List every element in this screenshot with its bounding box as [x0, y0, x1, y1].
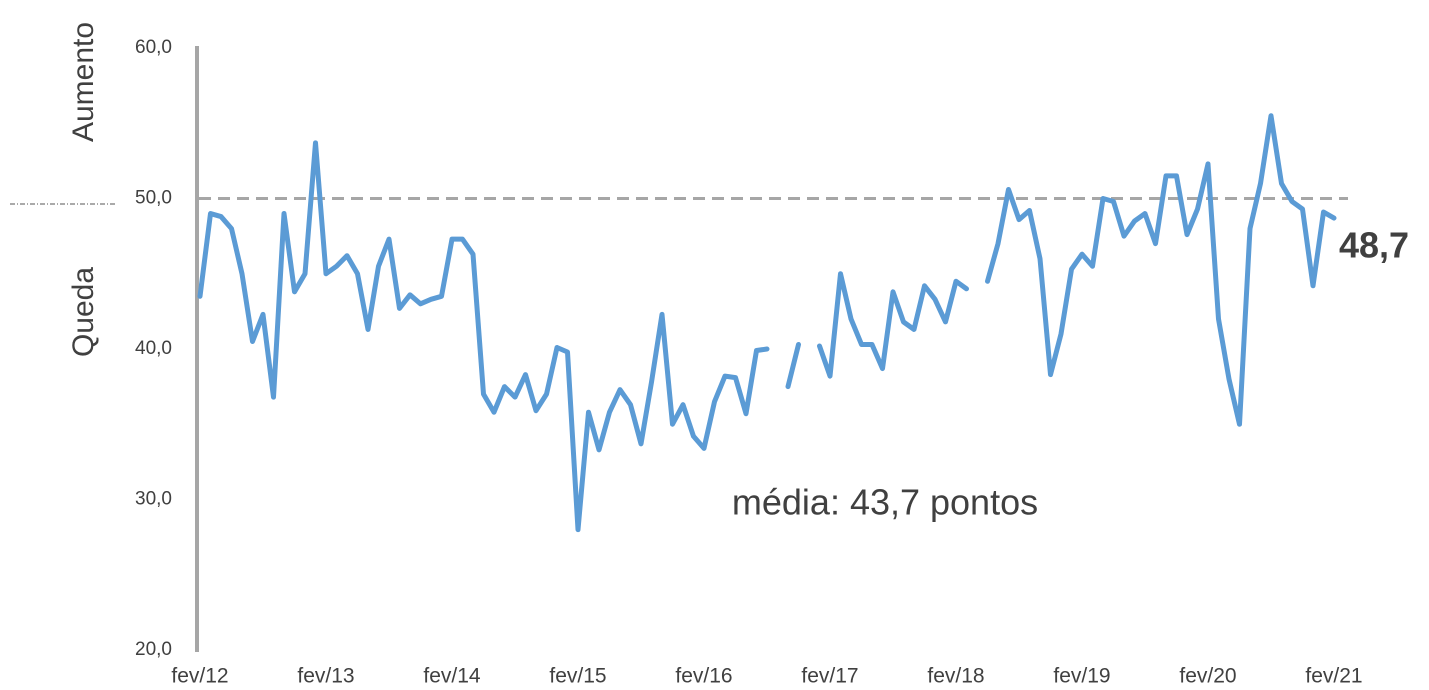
line-series — [985, 113, 1337, 427]
y-tick-label: 50,0 — [135, 188, 172, 209]
y-tick-label: 30,0 — [135, 489, 172, 510]
x-tick-label: fev/19 — [1053, 665, 1110, 688]
x-tick-label: fev/14 — [423, 665, 481, 688]
x-tick-label: fev/20 — [1179, 665, 1236, 688]
x-tick-label: fev/18 — [927, 665, 984, 688]
lower-label: Queda — [67, 267, 100, 357]
line-series — [817, 271, 969, 379]
x-tick-label: fev/21 — [1305, 665, 1362, 688]
x-tick-label: fev/17 — [801, 665, 858, 688]
y-tick-label: 20,0 — [135, 639, 172, 660]
x-tick-label: fev/13 — [297, 665, 354, 688]
average-annotation: média: 43,7 pontos — [732, 482, 1038, 523]
line-series — [197, 140, 770, 533]
x-tick-label: fev/16 — [675, 665, 732, 688]
y-tick-label: 60,0 — [135, 37, 172, 58]
x-tick-label: fev/15 — [549, 665, 606, 688]
y-tick-label: 40,0 — [135, 338, 172, 359]
upper-label: Aumento — [67, 22, 100, 142]
line-series — [785, 341, 801, 390]
value-label: 48,7 — [1339, 225, 1409, 266]
x-tick-label: fev/12 — [171, 665, 228, 688]
